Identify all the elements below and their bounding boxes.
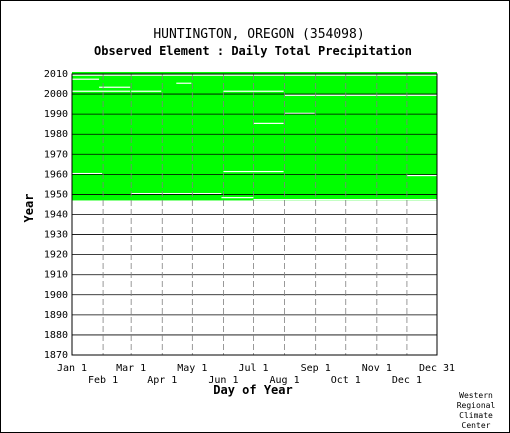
credit-line-2: Regional [457,401,496,410]
y-tick-label: 2010 [44,69,68,80]
credit-line-3: Climate [459,411,493,420]
y-tick-label: 1970 [44,149,68,160]
credit-line-1: Western [459,391,493,400]
x-tick-label-bottom: Aug 1 [270,375,300,386]
y-tick-label: 1950 [44,189,68,200]
plot-border [71,73,438,356]
x-tick-label-bottom: Dec 1 [392,375,422,386]
x-tick-label-bottom: Apr 1 [147,375,177,386]
missing-segment [72,90,131,92]
missing-segment [284,94,437,96]
plot-area [71,71,438,356]
y-tick-label: 1870 [44,350,68,361]
y-tick-label: 1900 [44,290,68,301]
chart-title: HUNTINGTON, OREGON (354098) [153,27,364,42]
x-tick-label-bottom: Feb 1 [88,375,118,386]
x-tick-label-top: Nov 1 [362,363,392,374]
y-tick-label: 1940 [44,210,68,221]
credit-block: Western Regional Climate Center [457,391,496,430]
missing-segment [253,199,437,201]
y-tick-label: 1890 [44,310,68,321]
missing-segment [223,90,284,92]
y-tick-label: 1920 [44,250,68,261]
missing-segment [72,172,103,175]
y-tick-label: 1880 [44,330,68,341]
missing-segment [131,90,162,92]
y-tick-label: 1960 [44,169,68,180]
observed-data-block [72,71,437,201]
x-tick-label-top: Jan 1 [57,363,87,374]
missing-segment [221,197,254,199]
missing-segment [253,122,284,124]
x-tick-label-bottom: Oct 1 [331,375,361,386]
y-tick-label: 1990 [44,109,68,120]
x-axis-label: Day of Year [213,383,292,397]
x-tick-label-bottom: Jun 1 [208,375,238,386]
missing-segment [223,170,284,173]
x-tick-label-top: May 1 [177,363,207,374]
y-tick-label: 1910 [44,270,68,281]
missing-segment [131,193,222,195]
y-tick-label: 1930 [44,230,68,241]
missing-segment [72,78,100,80]
x-tick-label-top: Mar 1 [116,363,146,374]
x-tick-label-top: Jul 1 [238,363,268,374]
y-axis-label: Year [22,194,36,223]
axis-ticks: 1870 1880 1890 1900 1910 1920 1930 1940 1950 1960… [44,69,455,386]
missing-segment [72,74,437,76]
missing-segment [176,82,192,84]
missing-segment [99,86,131,88]
y-tick-label: 2000 [44,89,68,100]
missing-segment [284,112,315,114]
missing-segment [406,174,437,177]
y-tick-label: 1980 [44,129,68,140]
x-tick-label-top: Dec 31 [419,363,455,374]
chart-subtitle: Observed Element : Daily Total Precipita… [94,44,412,58]
credit-line-4: Center [462,421,491,430]
x-tick-label-top: Sep 1 [301,363,331,374]
